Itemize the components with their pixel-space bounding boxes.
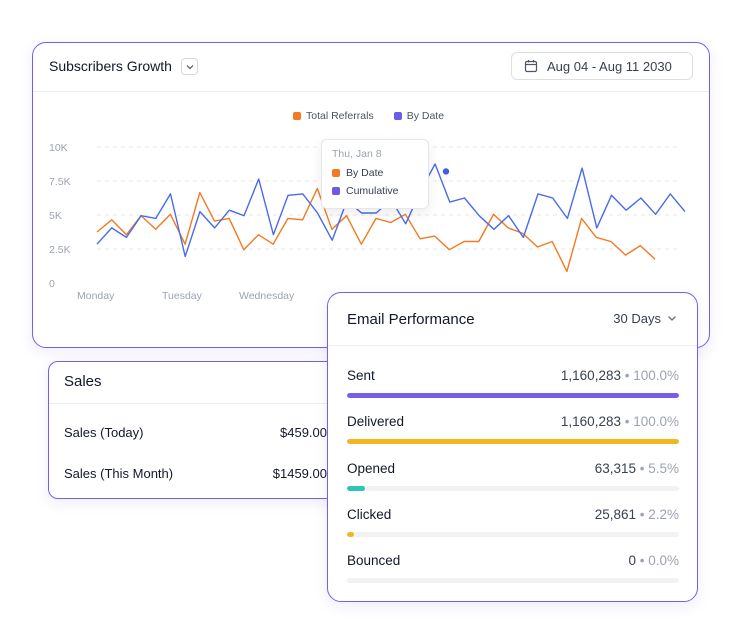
range-dropdown[interactable]: 30 Days [613, 311, 677, 326]
progress-fill [347, 393, 679, 398]
progress-track [347, 532, 679, 537]
sales-row-today: Sales (Today) $459.00 [64, 425, 327, 440]
metric-label: Sent [347, 368, 375, 383]
progress-track [347, 486, 679, 491]
metric-value: 0 • 0.0% [628, 553, 679, 568]
tooltip-label: By Date [346, 167, 384, 179]
hover-point [442, 168, 450, 175]
metric-value: 1,160,283 • 100.0% [561, 414, 679, 429]
progress-track [347, 578, 679, 583]
y-tick-label: 2.5K [49, 244, 71, 256]
y-tick-label: 0 [49, 278, 55, 290]
y-tick-label: 10K [49, 142, 68, 154]
x-tick-label: Monday [77, 290, 115, 302]
progress-fill [347, 439, 679, 444]
tooltip-row-by-date: By Date [332, 167, 418, 179]
chevron-down-icon [186, 64, 193, 69]
range-label: 30 Days [613, 311, 661, 326]
metric-value: 1,160,283 • 100.0% [561, 368, 679, 383]
chart-legend: Total Referrals By Date [293, 110, 464, 122]
card-header: Subscribers Growth Aug 04 - Aug 11 2030 [33, 43, 709, 92]
legend-item-total-referrals[interactable]: Total Referrals [293, 110, 374, 122]
progress-fill [347, 532, 355, 537]
chevron-down-icon [668, 316, 676, 321]
metric-delivered: Delivered 1,160,283 • 100.0% [347, 414, 679, 454]
sales-label: Sales (This Month) [64, 466, 174, 481]
sales-row-month: Sales (This Month) $1459.00 [64, 466, 327, 481]
metric-count: 63,315 [594, 461, 636, 476]
card-title: Sales [64, 373, 102, 390]
card-title: Email Performance [347, 311, 475, 328]
metric-percent: • 100.0% [624, 368, 679, 383]
divider [49, 403, 343, 404]
tooltip-row-cumulative: Cumulative [332, 185, 418, 197]
metric-sent: Sent 1,160,283 • 100.0% [347, 368, 679, 408]
metric-label: Clicked [347, 507, 392, 522]
legend-label: Total Referrals [306, 110, 374, 122]
progress-fill [347, 486, 366, 491]
sales-card: Sales Sales (Today) $459.00 Sales (This … [48, 361, 344, 499]
y-tick-label: 5K [49, 210, 62, 222]
metric-percent: • 0.0% [639, 553, 679, 568]
metric-label: Opened [347, 461, 396, 476]
divider [328, 345, 697, 346]
x-tick-label: Tuesday [162, 290, 203, 302]
card-title: Subscribers Growth [49, 58, 172, 74]
metric-bounced: Bounced 0 • 0.0% [347, 553, 679, 593]
title-dropdown-button[interactable] [181, 58, 198, 75]
progress-track [347, 393, 679, 398]
sales-label: Sales (Today) [64, 425, 144, 440]
tooltip-label: Cumulative [346, 185, 399, 197]
metric-value: 63,315 • 5.5% [595, 461, 679, 476]
metric-percent: • 2.2% [639, 507, 679, 522]
tooltip-swatch [332, 187, 340, 195]
metric-count: 0 [628, 553, 636, 568]
metric-percent: • 100.0% [624, 414, 679, 429]
metric-count: 1,160,283 [560, 414, 621, 429]
legend-item-by-date[interactable]: By Date [393, 110, 445, 122]
metric-percent: • 5.5% [639, 461, 679, 476]
metric-opened: Opened 63,315 • 5.5% [347, 461, 679, 501]
date-range-label: Aug 04 - Aug 11 2030 [547, 58, 672, 74]
progress-track [347, 439, 679, 444]
x-tick-label: Wednesday [239, 290, 295, 302]
metric-count: 1,160,283 [560, 368, 621, 383]
tooltip-swatch [332, 169, 340, 177]
date-range-picker[interactable]: Aug 04 - Aug 11 2030 [511, 52, 693, 80]
y-tick-label: 7.5K [49, 176, 71, 188]
metric-value: 25,861 • 2.2% [595, 507, 679, 522]
calendar-icon [524, 59, 538, 73]
legend-swatch [293, 112, 301, 120]
series-line-total-referrals [96, 187, 656, 273]
sales-value: $459.00 [280, 425, 327, 440]
tooltip-date: Thu, Jan 8 [332, 148, 382, 160]
metric-label: Bounced [347, 553, 401, 568]
legend-label: By Date [406, 110, 445, 122]
metric-count: 25,861 [594, 507, 636, 522]
metric-clicked: Clicked 25,861 • 2.2% [347, 507, 679, 547]
chart-tooltip: Thu, Jan 8 By Date Cumulative [321, 139, 429, 209]
metric-label: Delivered [347, 414, 405, 429]
sales-value: $1459.00 [272, 466, 327, 481]
legend-swatch [393, 112, 402, 120]
email-performance-card: Email Performance 30 Days Sent 1,160,283… [327, 292, 698, 602]
